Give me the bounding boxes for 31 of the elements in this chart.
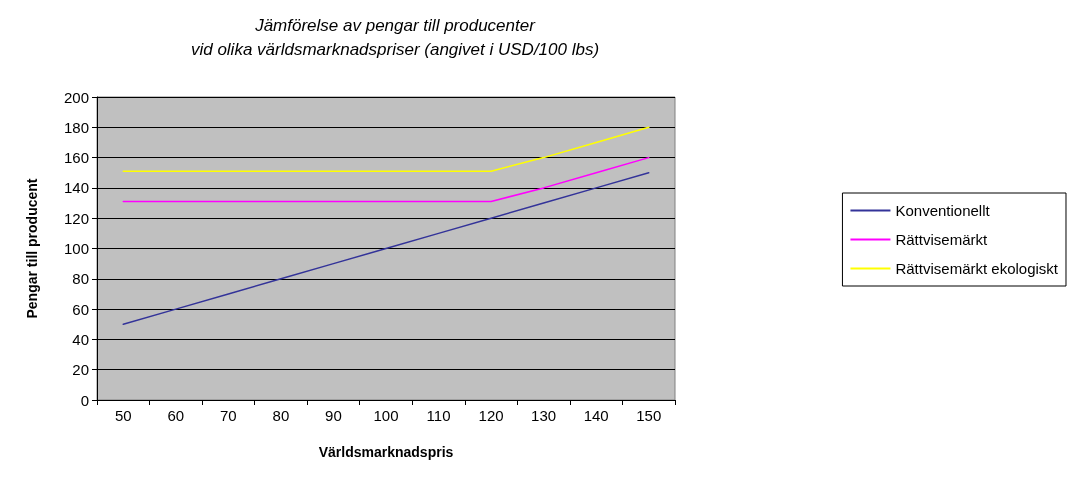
x-tick-label: 100 <box>373 407 399 424</box>
x-axis-title: Världsmarknadspris <box>318 444 454 460</box>
y-tick-label: 40 <box>72 330 89 348</box>
y-tick-label: 180 <box>63 118 89 136</box>
x-tick-label: 90 <box>325 407 342 424</box>
legend-label: Konventionellt <box>895 202 991 219</box>
x-tick-label: 80 <box>272 407 290 424</box>
x-tick-label: 60 <box>167 407 185 424</box>
y-tick-label: 140 <box>63 179 89 197</box>
y-tick-label: 80 <box>72 270 89 288</box>
x-tick-label: 130 <box>531 407 557 424</box>
x-tick-label: 140 <box>583 407 609 424</box>
line-series <box>122 126 650 172</box>
y-tick-label: 120 <box>63 209 89 227</box>
x-tick-label: 120 <box>478 407 504 424</box>
y-tick-label: 0 <box>80 391 89 409</box>
y-tick-label: 20 <box>72 361 89 379</box>
y-tick-label: 100 <box>63 240 89 257</box>
x-tick-label: 70 <box>220 407 237 424</box>
y-tick-label: 60 <box>72 300 89 318</box>
legend-label: Rättvisemärkt <box>895 231 988 248</box>
x-tick-label: 50 <box>114 407 132 424</box>
line-series <box>122 172 650 325</box>
legend-label: Rättvisemärkt ekologiskt <box>895 260 1059 277</box>
x-tick-label: 110 <box>426 407 451 424</box>
line-series <box>122 156 650 203</box>
chart-title: Jämförelse av pengar till producenter vid olika världsmarknadspriser (angivet i USD/100 lbs) <box>190 15 600 59</box>
x-tick-label: 150 <box>636 407 662 424</box>
y-axis-title: Pengar till producent <box>24 178 40 319</box>
y-tick-label: 160 <box>63 149 89 167</box>
y-tick-label: 200 <box>63 88 89 106</box>
